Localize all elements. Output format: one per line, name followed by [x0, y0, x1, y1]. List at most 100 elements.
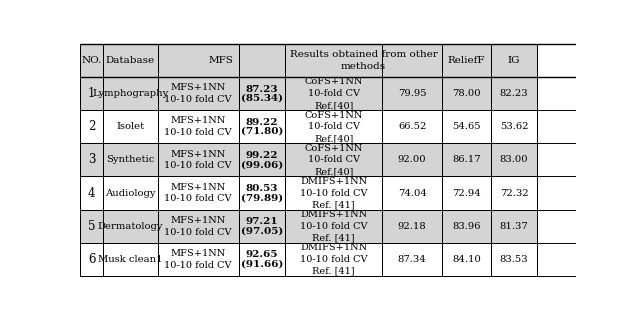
Bar [239, 44, 285, 77]
Text: MFS+1NN
10-10 fold CV: MFS+1NN 10-10 fold CV [164, 149, 232, 170]
Bar [382, 143, 442, 177]
Bar [239, 243, 285, 276]
Text: MFS: MFS [209, 56, 234, 65]
Bar [103, 110, 157, 143]
Text: MFS+1NN
10-10 fold CV: MFS+1NN 10-10 fold CV [164, 249, 232, 270]
Bar [382, 77, 442, 110]
Bar [103, 210, 157, 243]
Bar [491, 177, 537, 210]
Bar [157, 210, 239, 243]
Text: 72.94: 72.94 [452, 189, 481, 198]
Bar [103, 143, 157, 177]
Bar [442, 110, 491, 143]
Text: MFS+1NN
10-10 fold CV: MFS+1NN 10-10 fold CV [164, 117, 232, 137]
Text: Musk clean1: Musk clean1 [98, 255, 163, 264]
Bar [491, 243, 537, 276]
Text: Database: Database [106, 56, 155, 65]
Bar [239, 77, 285, 110]
Bar [285, 143, 382, 177]
Bar [285, 77, 382, 110]
Text: DMIFS+1NN
10-10 fold CV
Ref. [41]: DMIFS+1NN 10-10 fold CV Ref. [41] [300, 243, 367, 276]
Bar [157, 110, 239, 143]
Text: 54.65: 54.65 [452, 122, 481, 131]
Text: Dermatology: Dermatology [98, 222, 163, 231]
Bar [103, 77, 157, 110]
Text: Isolet: Isolet [116, 122, 145, 131]
Text: DMIFS+1NN
10-10 fold CV
Ref. [41]: DMIFS+1NN 10-10 fold CV Ref. [41] [300, 210, 367, 243]
Bar [103, 44, 157, 77]
Text: (97.05): (97.05) [241, 226, 284, 235]
Text: CoFS+1NN
10-fold CV
Ref.[40]: CoFS+1NN 10-fold CV Ref.[40] [305, 111, 363, 143]
Text: (99.06): (99.06) [241, 160, 284, 169]
Text: 83.96: 83.96 [452, 222, 481, 231]
Text: Audiology: Audiology [105, 189, 156, 198]
Text: 79.95: 79.95 [398, 89, 426, 98]
Bar [103, 243, 157, 276]
Bar [157, 177, 239, 210]
Text: 87.23: 87.23 [246, 84, 278, 93]
Text: 5: 5 [88, 220, 95, 232]
Text: 92.18: 92.18 [397, 222, 426, 231]
Text: 6: 6 [88, 253, 95, 266]
Text: (91.66): (91.66) [241, 259, 284, 268]
Bar [491, 210, 537, 243]
Bar [80, 44, 103, 77]
Text: IG: IG [508, 56, 520, 65]
Text: MFS+1NN
10-10 fold CV: MFS+1NN 10-10 fold CV [164, 83, 232, 104]
Bar [157, 143, 239, 177]
Bar [239, 177, 285, 210]
Text: 78.00: 78.00 [452, 89, 481, 98]
Text: 99.22: 99.22 [246, 151, 278, 160]
Bar [157, 77, 239, 110]
Bar [285, 210, 382, 243]
Text: 92.00: 92.00 [398, 155, 426, 164]
Text: ReliefF: ReliefF [447, 56, 485, 65]
Bar [382, 110, 442, 143]
Bar [382, 243, 442, 276]
Bar [80, 143, 103, 177]
Bar [285, 44, 382, 77]
Text: 3: 3 [88, 153, 95, 166]
Bar [239, 143, 285, 177]
Bar [491, 44, 537, 77]
Bar [157, 44, 239, 77]
Text: DMIFS+1NN
10-10 fold CV
Ref. [41]: DMIFS+1NN 10-10 fold CV Ref. [41] [300, 177, 367, 209]
Bar [80, 110, 103, 143]
Text: (79.89): (79.89) [241, 193, 283, 202]
Bar [239, 210, 285, 243]
Text: 66.52: 66.52 [398, 122, 426, 131]
Text: 87.34: 87.34 [397, 255, 426, 264]
Bar [382, 177, 442, 210]
Text: 81.37: 81.37 [500, 222, 529, 231]
Text: 86.17: 86.17 [452, 155, 481, 164]
Bar [442, 143, 491, 177]
Text: 82.23: 82.23 [500, 89, 528, 98]
Bar [80, 243, 103, 276]
Bar [382, 210, 442, 243]
Text: 83.00: 83.00 [500, 155, 528, 164]
Text: Lymphography: Lymphography [92, 89, 168, 98]
Bar [285, 110, 382, 143]
Bar [285, 177, 382, 210]
Bar [382, 44, 442, 77]
Text: 80.53: 80.53 [246, 184, 278, 193]
Text: CoFS+1NN
10-fold CV
Ref.[40]: CoFS+1NN 10-fold CV Ref.[40] [305, 77, 363, 110]
Text: 2: 2 [88, 120, 95, 133]
Text: 84.10: 84.10 [452, 255, 481, 264]
Text: 74.04: 74.04 [397, 189, 426, 198]
Text: 83.53: 83.53 [500, 255, 528, 264]
Bar [285, 243, 382, 276]
Text: 72.32: 72.32 [500, 189, 528, 198]
Text: 4: 4 [88, 187, 95, 200]
Bar [491, 143, 537, 177]
Text: 53.62: 53.62 [500, 122, 528, 131]
Bar [80, 77, 103, 110]
Text: MFS+1NN
10-10 fold CV: MFS+1NN 10-10 fold CV [164, 216, 232, 237]
Bar [442, 77, 491, 110]
Bar [239, 110, 285, 143]
Text: Synthetic: Synthetic [106, 155, 155, 164]
Bar [442, 210, 491, 243]
Bar [80, 177, 103, 210]
Text: Results obtained from other
methods: Results obtained from other methods [290, 50, 438, 71]
Text: 92.65: 92.65 [246, 250, 278, 259]
